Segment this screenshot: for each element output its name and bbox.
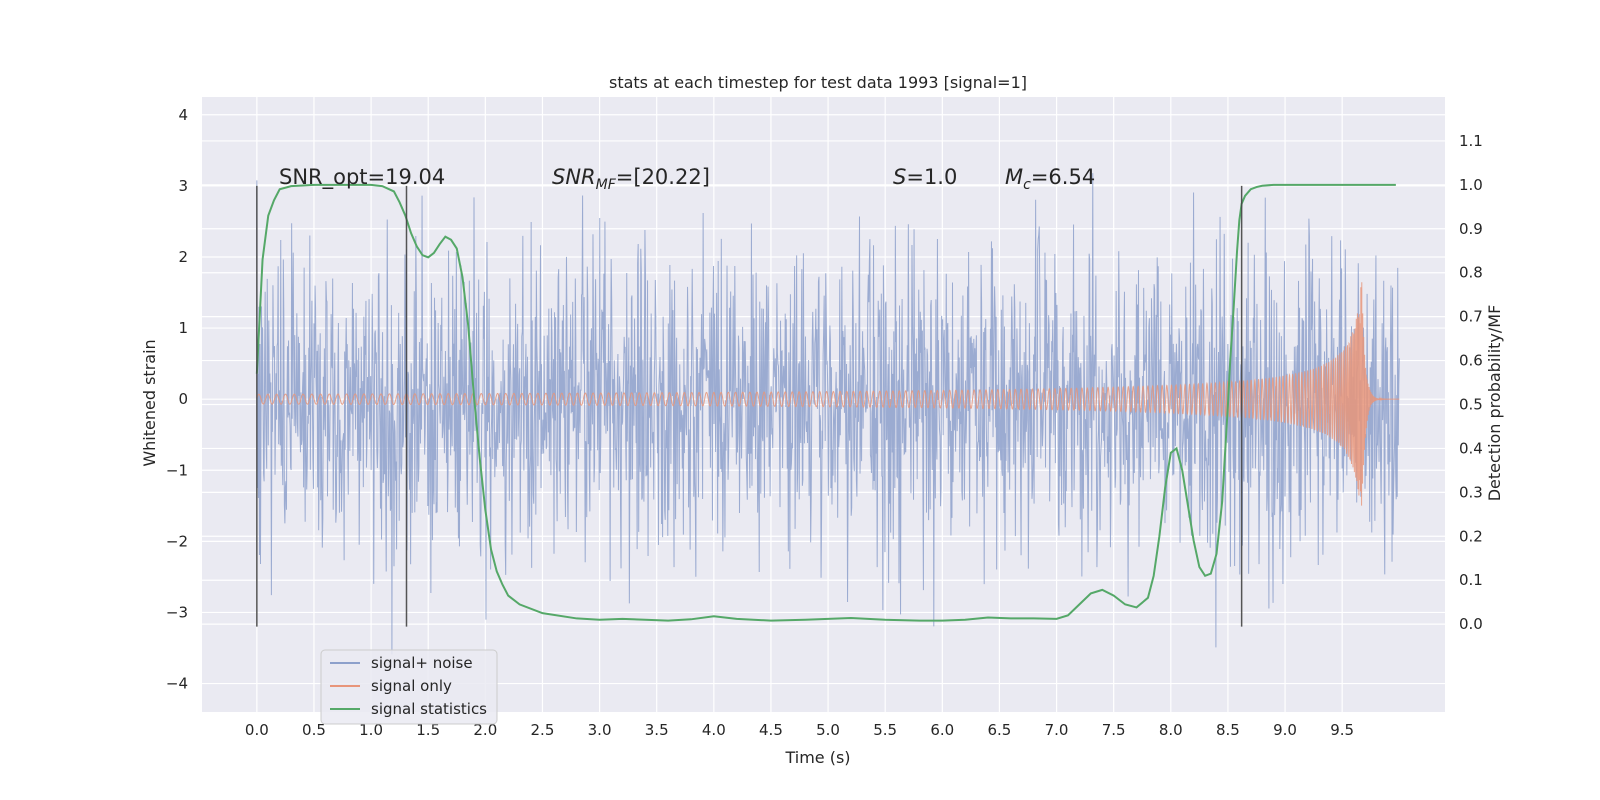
annotation-snr-mf: SNRMF=[20.22] — [552, 165, 710, 193]
tick-labels: 0.0 0.5 1.0 1.5 2.0 2.5 3.0 3.5 4.0 4.5 5.0 5.5 6.0 6… — [166, 106, 1483, 739]
y-tick-label-right: 0.3 — [1459, 483, 1483, 501]
y-tick-label-right: 0.6 — [1459, 352, 1483, 370]
y-tick-label-right: 0.4 — [1459, 439, 1483, 457]
legend-label-signal: signal only — [371, 677, 452, 695]
y-tick-label-right: 0.8 — [1459, 264, 1483, 282]
statistic-series — [255, 183, 1396, 622]
x-tick-label: 4.5 — [759, 721, 783, 739]
annotation-snr-opt: SNR_opt=19.04 — [279, 165, 445, 190]
mc-value: =6.54 — [1031, 165, 1095, 189]
x-tick-label: 4.0 — [702, 721, 726, 739]
y-tick-label-right: 0.0 — [1459, 615, 1483, 633]
x-tick-label: 6.0 — [930, 721, 954, 739]
annotation-mc: Mc=6.54 — [1005, 165, 1095, 193]
y-tick-label-right: 0.1 — [1459, 571, 1483, 589]
y-tick-label-left: −2 — [166, 532, 188, 550]
chirp-series — [256, 282, 1400, 506]
s-value: =1.0 — [906, 165, 957, 189]
x-tick-label: 6.5 — [988, 721, 1012, 739]
snr-mf-symbol: SNR — [552, 165, 596, 189]
y-tick-label-right: 0.9 — [1459, 220, 1483, 238]
x-tick-label: 3.5 — [645, 721, 669, 739]
y-tick-label-left: 3 — [178, 177, 188, 195]
series-signal-only — [256, 282, 1400, 506]
y-tick-label-left: −3 — [166, 603, 188, 621]
x-tick-label: 7.5 — [1102, 721, 1126, 739]
mc-symbol: M — [1005, 165, 1023, 189]
y-tick-label-left: 1 — [178, 319, 188, 337]
legend: signal+ noise signal only signal statist… — [320, 649, 498, 725]
y-tick-label-right: 0.7 — [1459, 308, 1483, 326]
y-tick-label-right: 0.2 — [1459, 527, 1483, 545]
x-tick-label: 2.5 — [531, 721, 555, 739]
x-tick-label: 3.0 — [588, 721, 612, 739]
mc-subscript: c — [1023, 177, 1031, 193]
y-axis-label-right: Detection probability/MF — [1485, 305, 1504, 502]
x-tick-label: 9.0 — [1273, 721, 1297, 739]
y-axis-label-left: Whitened strain — [140, 339, 159, 466]
series-signal-plus-noise — [256, 173, 1400, 655]
x-tick-label: 8.0 — [1159, 721, 1183, 739]
y-tick-label-left: 0 — [178, 390, 188, 408]
noise-series — [256, 173, 1400, 655]
y-tick-label-left: 4 — [178, 106, 188, 124]
y-tick-label-right: 0.5 — [1459, 396, 1483, 414]
x-tick-label: 9.5 — [1330, 721, 1354, 739]
x-tick-label: 0.5 — [302, 721, 326, 739]
x-axis-label: Time (s) — [784, 748, 850, 767]
y-tick-label-left: 2 — [178, 248, 188, 266]
snr-mf-subscript: MF — [596, 177, 617, 193]
x-tick-label: 1.0 — [359, 721, 383, 739]
x-tick-label: 0.0 — [245, 721, 269, 739]
x-tick-label: 1.5 — [416, 721, 440, 739]
y-tick-label-right: 1.1 — [1459, 132, 1483, 150]
y-tick-label-right: 1.0 — [1459, 176, 1483, 194]
series-signal-statistics — [255, 183, 1396, 622]
legend-box — [320, 649, 498, 725]
annotation-s: S=1.0 — [893, 165, 957, 189]
x-tick-label: 2.0 — [473, 721, 497, 739]
x-tick-label: 7.0 — [1045, 721, 1069, 739]
snr-mf-value: =[20.22] — [616, 165, 710, 189]
x-tick-label: 5.0 — [816, 721, 840, 739]
legend-label-noise: signal+ noise — [371, 654, 473, 672]
legend-label-statistics: signal statistics — [371, 700, 487, 718]
chart-title: stats at each timestep for test data 199… — [609, 73, 1027, 92]
x-tick-label: 5.5 — [873, 721, 897, 739]
s-symbol: S — [893, 165, 906, 189]
y-tick-label-left: −4 — [166, 675, 188, 693]
x-tick-label: 8.5 — [1216, 721, 1240, 739]
y-tick-label-left: −1 — [166, 461, 188, 479]
vertical-markers — [256, 185, 1243, 627]
